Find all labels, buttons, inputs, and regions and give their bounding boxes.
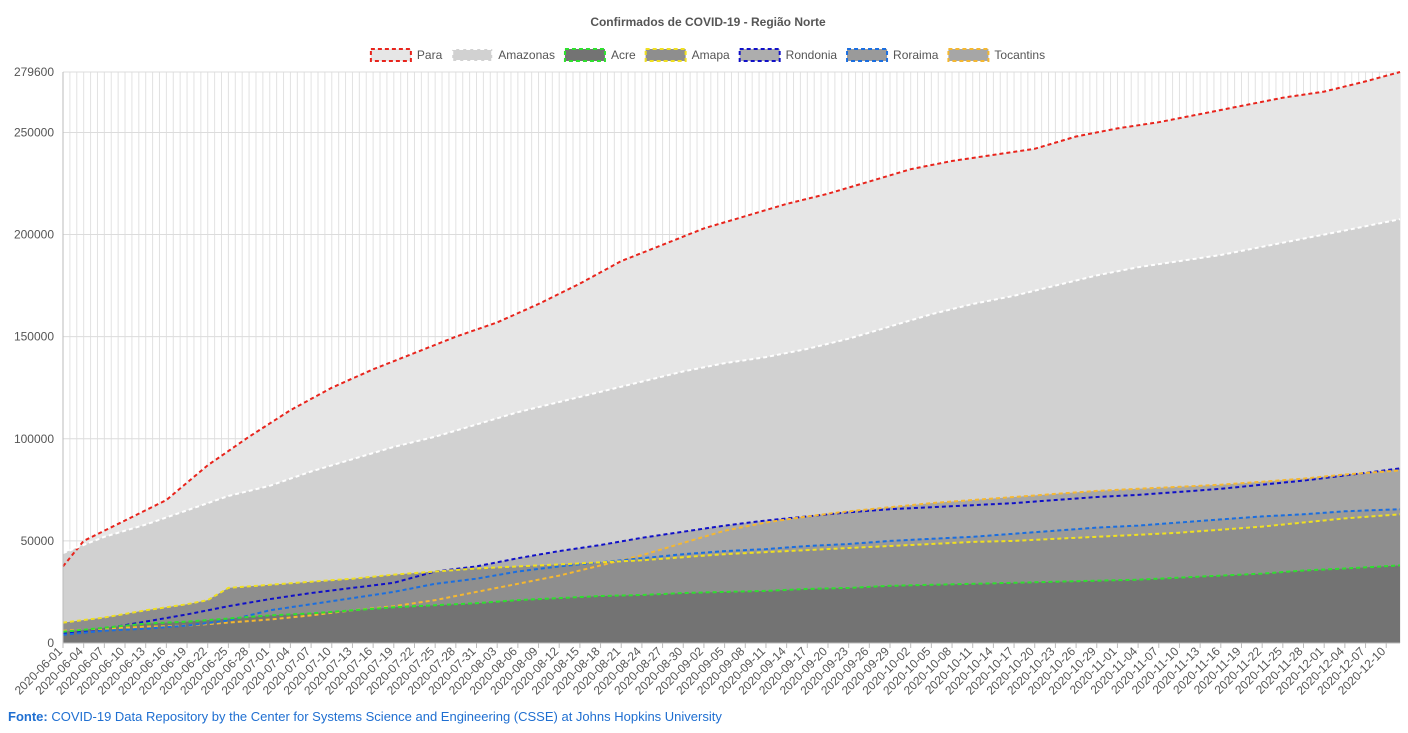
- y-tick-label: 250000: [14, 125, 54, 139]
- y-tick-label: 50000: [21, 534, 55, 548]
- legend-swatch-roraima: [846, 48, 889, 62]
- line-amapa: [62, 513, 1401, 624]
- chart-title: Confirmados de COVID-19 - Região Norte: [590, 15, 826, 29]
- legend-swatch-amazonas: [451, 48, 494, 62]
- legend-label-amapa: Amapa: [692, 48, 730, 62]
- source-label: Fonte:: [8, 709, 48, 724]
- line-tocantins: [62, 469, 1401, 632]
- line-amazonas: [62, 218, 1401, 555]
- legend-label-tocantins: Tocantins: [994, 48, 1045, 62]
- legend-swatch-tocantins: [947, 48, 990, 62]
- line-para: [62, 71, 1401, 568]
- source-link[interactable]: COVID-19 Data Repository by the Center f…: [51, 709, 722, 724]
- y-tick-label: 100000: [14, 432, 54, 446]
- series-lines: [62, 71, 1401, 636]
- legend-label-acre: Acre: [611, 48, 636, 62]
- line-roraima: [62, 508, 1401, 636]
- legend-swatch-amapa: [644, 48, 687, 62]
- area-acre: [63, 565, 1400, 643]
- y-tick-label: 0: [47, 636, 54, 650]
- legend-swatch-para: [369, 48, 412, 62]
- y-tick-label: 279600: [14, 65, 54, 79]
- y-tick-label: 200000: [14, 228, 54, 242]
- series-areas: [63, 72, 1400, 643]
- axes: 0500001000001500002000002500002796002020…: [12, 65, 1400, 698]
- source-footer: Fonte: COVID-19 Data Repository by the C…: [8, 709, 722, 724]
- line-rondonia: [62, 467, 1401, 635]
- legend: Para Amazonas Acre Amapa Rondonia Roraima Toca…: [369, 48, 1045, 62]
- y-tick-label: 150000: [14, 330, 54, 344]
- legend-label-amazonas: Amazonas: [498, 48, 555, 62]
- legend-label-para: Para: [417, 48, 443, 62]
- legend-swatch-acre: [563, 48, 606, 62]
- legend-swatch-rondonia: [738, 48, 781, 62]
- legend-label-rondonia: Rondonia: [786, 48, 838, 62]
- legend-label-roraima: Roraima: [893, 48, 939, 62]
